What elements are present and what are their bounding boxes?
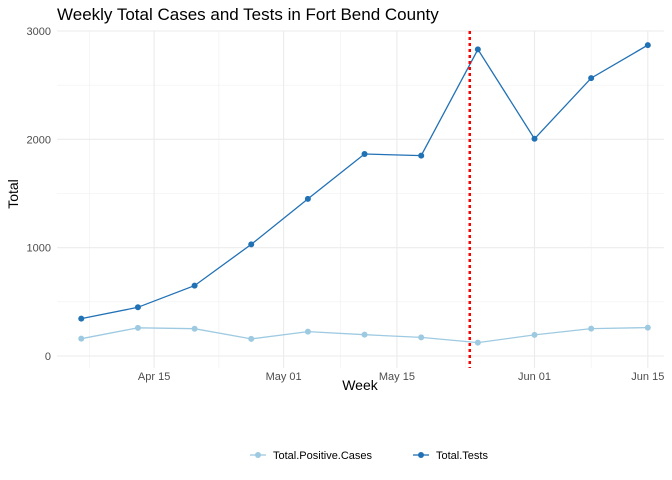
data-point: [248, 241, 255, 248]
y-tick-label: 1000: [27, 243, 51, 255]
chart-title: Weekly Total Cases and Tests in Fort Ben…: [57, 5, 439, 24]
data-point: [361, 331, 368, 338]
data-point: [134, 324, 141, 331]
x-axis-ticks: Apr 15 May 01 May 15 Jun 01 Jun 15: [138, 371, 664, 383]
data-point: [361, 150, 368, 157]
series-line: [81, 44, 649, 320]
data-point: [304, 195, 311, 202]
legend-key-point: [418, 452, 424, 458]
legend: Total.Positive.Cases Total.Tests: [250, 450, 488, 462]
data-point: [644, 324, 651, 331]
y-tick-label: 2000: [27, 134, 51, 146]
data-point: [531, 331, 538, 338]
x-tick-label: Jun 01: [518, 371, 551, 383]
series-lines: [81, 44, 649, 344]
x-tick-label: May 01: [266, 371, 302, 383]
data-point: [191, 325, 198, 332]
data-point: [531, 135, 538, 142]
data-point: [78, 335, 85, 342]
data-point: [418, 334, 425, 341]
data-point: [248, 335, 255, 342]
legend-label: Total.Tests: [436, 450, 488, 462]
data-point: [644, 42, 651, 49]
legend-label: Total.Positive.Cases: [273, 450, 373, 462]
y-tick-label: 0: [45, 351, 51, 363]
y-axis-title: Total: [5, 179, 21, 209]
y-axis-ticks: 0 1000 2000 3000: [27, 26, 51, 363]
x-tick-label: Apr 15: [138, 371, 170, 383]
data-point: [474, 46, 481, 53]
data-point: [418, 152, 425, 159]
data-point: [474, 339, 481, 346]
data-point: [78, 315, 85, 322]
x-tick-label: May 15: [379, 371, 415, 383]
data-point: [304, 328, 311, 335]
x-tick-label: Jun 15: [631, 371, 664, 383]
data-point: [588, 325, 595, 332]
series-points: [78, 42, 651, 346]
y-tick-label: 3000: [27, 26, 51, 38]
x-axis-title: Week: [342, 377, 379, 393]
data-point: [588, 75, 595, 82]
data-point: [191, 282, 198, 289]
data-point: [134, 304, 141, 311]
legend-key-point: [255, 452, 261, 458]
grid: [57, 30, 664, 368]
